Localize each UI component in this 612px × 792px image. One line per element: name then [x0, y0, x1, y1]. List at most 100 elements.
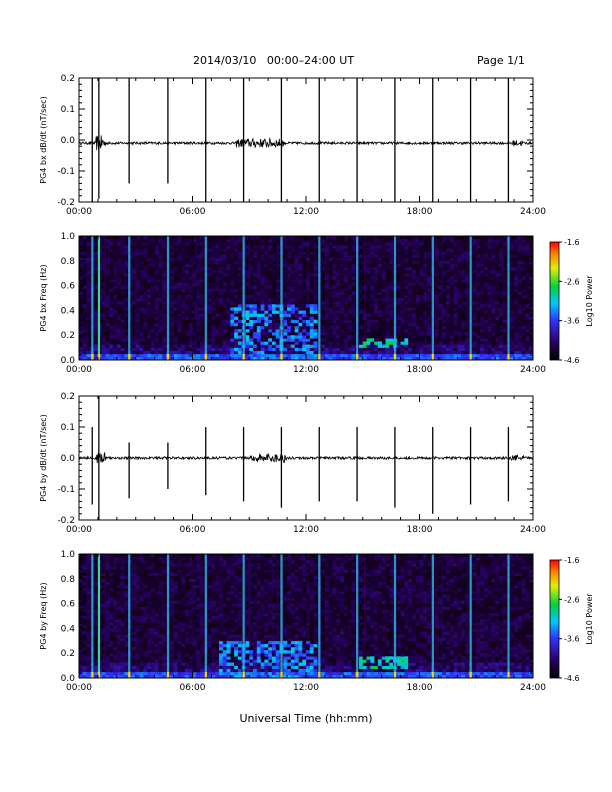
spectrogram-cell — [237, 637, 242, 642]
spectrogram-cell — [230, 563, 235, 567]
spectrogram-cell — [408, 273, 413, 277]
spectrogram-cell — [116, 591, 121, 595]
spectrogram-cell — [324, 263, 329, 268]
spectrogram-cell — [131, 282, 137, 286]
spectrogram-cell — [340, 307, 345, 311]
spectrogram-cell — [211, 668, 216, 673]
spectrogram-cell — [135, 665, 140, 669]
spectrogram-cell — [464, 356, 469, 361]
spectrogram-cell — [131, 566, 137, 570]
spectrogram-cell — [113, 279, 118, 283]
spectrogram-cell — [184, 353, 190, 358]
spectrogram-cell — [135, 298, 140, 302]
spectrogram-cell — [147, 263, 152, 268]
spectrogram-cell — [400, 304, 405, 308]
spectrogram-cell — [184, 612, 190, 617]
spectrogram-cell — [264, 263, 269, 268]
spectrogram-cell — [147, 257, 152, 262]
spectrogram-cell — [94, 260, 99, 265]
spectrogram-cell — [120, 301, 125, 305]
spectrogram-cell — [215, 653, 220, 657]
spectrogram-cell — [86, 566, 91, 570]
spectrogram-cell — [101, 236, 106, 240]
spectrogram-cell — [116, 282, 121, 286]
spectrogram-cell — [385, 350, 390, 355]
spectrogram-cell — [302, 279, 307, 283]
spectrogram-cell — [82, 609, 87, 614]
spectrogram-cell — [442, 288, 447, 293]
spectrogram-cell — [177, 557, 182, 561]
spectrogram-cell — [196, 600, 201, 604]
spectrogram-cell — [510, 294, 515, 299]
spectrogram-cell — [222, 347, 227, 351]
spectrogram-cell — [139, 276, 144, 280]
spectrogram-cell — [200, 313, 205, 317]
spectrogram-cell — [192, 557, 197, 561]
spectrogram-cell — [472, 347, 477, 351]
spectrogram-cell — [400, 347, 405, 351]
spectrogram-cell — [158, 581, 163, 586]
spectrogram-cell — [207, 643, 212, 648]
spectrogram-cell — [188, 251, 193, 255]
spectrogram-cell — [268, 285, 273, 289]
spectrogram-cell — [427, 322, 432, 327]
spectrogram-cell — [245, 653, 250, 657]
x-tick-label: 00:00 — [66, 525, 92, 535]
spectrogram-cell — [173, 270, 178, 274]
spectrogram-cell — [521, 332, 526, 336]
spectrogram-cell — [260, 671, 265, 676]
spectrogram-cell — [442, 254, 447, 258]
spectrogram-cell — [150, 291, 155, 296]
spectrogram-cell — [105, 594, 110, 598]
spectrogram-cell — [271, 254, 277, 258]
spectrogram-cell — [370, 282, 375, 286]
spectrogram-cell — [211, 248, 216, 252]
spectrogram-cell — [275, 276, 280, 280]
spectrogram-cell — [82, 236, 87, 240]
spectrogram-cell — [131, 270, 137, 274]
spectrogram-cell — [147, 668, 152, 673]
spectrogram-cell — [162, 653, 167, 657]
spectrogram-cell — [283, 347, 288, 351]
spectrogram-cell — [135, 588, 140, 592]
spectrogram-cell — [188, 294, 193, 299]
spectrogram-cell — [215, 572, 220, 576]
spectrogram-cell — [427, 344, 432, 348]
spectrogram-cell — [264, 341, 269, 345]
spectrogram-cell — [150, 566, 155, 570]
spectrogram-cell — [177, 307, 182, 311]
spectrogram-cell — [377, 350, 382, 355]
spectrogram-cell — [525, 285, 530, 289]
spectrogram-cell — [453, 353, 458, 358]
spectrogram-cell — [321, 239, 326, 243]
spectrogram-cell — [302, 242, 307, 246]
spectrogram-cell — [101, 260, 106, 265]
spectrogram-cell — [184, 344, 190, 348]
spectrogram-cell — [200, 353, 205, 358]
spectrogram-cell — [124, 329, 129, 333]
spectrogram-cell — [268, 557, 273, 561]
spectrogram-cell — [249, 581, 254, 586]
spectrogram-cell — [249, 304, 254, 308]
spectrogram-cell — [245, 273, 250, 277]
spectrogram-cell — [423, 236, 428, 240]
spectrogram-cell — [173, 236, 178, 240]
spectrogram-cell — [340, 248, 345, 252]
spectrogram-cell — [404, 332, 409, 336]
spectrogram-cell — [113, 319, 118, 324]
spectrogram-cell — [192, 332, 197, 336]
page-number: Page 1/1 — [477, 54, 525, 67]
spectrogram-cell — [275, 350, 280, 355]
spectrogram-cell — [86, 616, 91, 620]
spectrogram-cell — [400, 353, 405, 358]
spectrogram-cell — [480, 263, 485, 268]
spectrogram-cell — [82, 631, 87, 635]
spectrogram-cell — [264, 260, 269, 265]
spectrogram-cell — [143, 612, 148, 617]
spectrogram-cell — [109, 325, 114, 330]
spectrogram-cell — [196, 554, 201, 558]
spectrogram-cell — [287, 304, 292, 308]
spectrogram-cell — [396, 322, 401, 327]
spectrogram-cell — [404, 344, 409, 348]
spectrogram-cell — [154, 356, 159, 361]
